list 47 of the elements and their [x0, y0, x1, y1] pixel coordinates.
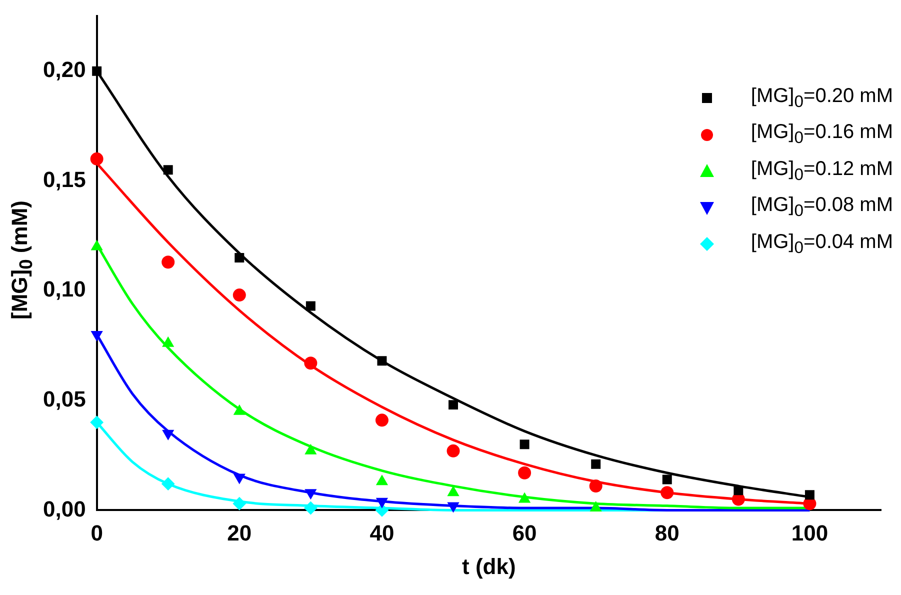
y-tick-label: 0,10: [42, 276, 86, 302]
point: [234, 474, 246, 484]
x-tick-label: 60: [512, 520, 537, 546]
point: [234, 252, 244, 262]
point: [90, 416, 104, 429]
point: [377, 356, 387, 366]
point: [92, 66, 102, 76]
point: [589, 480, 602, 493]
point: [162, 477, 175, 490]
x-tick-label: 0: [90, 520, 103, 546]
y-tick-label: 0,15: [42, 166, 86, 192]
legend-label: [MG]$_{0}$=0.04 mM: [750, 230, 893, 258]
point: [90, 152, 104, 166]
point: [162, 430, 174, 440]
x-tick-label: 80: [654, 520, 680, 546]
x-axis-title: t (dk): [462, 554, 516, 579]
point: [304, 356, 318, 370]
point: [446, 444, 460, 458]
x-tick-label: 100: [791, 520, 828, 546]
point: [232, 497, 246, 510]
legend-label: [MG]$_{0}$=0.12 mM: [750, 158, 893, 185]
y-tick-label: 0,05: [42, 386, 86, 412]
point: [734, 486, 744, 496]
point: [376, 498, 388, 508]
point: [304, 489, 316, 500]
point: [804, 490, 814, 500]
point: [306, 301, 316, 311]
point: [91, 240, 103, 250]
legend-label: [MG]$_{0}$=0.16 mM: [750, 121, 893, 148]
point: [518, 466, 532, 480]
x-tick-label: 40: [370, 520, 394, 546]
point: [520, 440, 530, 450]
y-tick-label: 0,20: [42, 57, 86, 82]
point: [448, 502, 459, 512]
point: [660, 486, 674, 500]
point: [448, 400, 458, 410]
point: [304, 502, 318, 515]
point: [662, 474, 672, 484]
point: [162, 256, 175, 269]
legend-label: [MG]$_{0}$=0.08 mM: [750, 194, 893, 222]
y-tick-label: 0,00: [42, 496, 86, 522]
point: [375, 414, 388, 427]
point: [591, 459, 601, 469]
legend-label: [MG]$_{0}$=0.20 mM: [750, 84, 893, 112]
x-tick-label: 20: [227, 520, 252, 546]
point: [232, 288, 246, 302]
point: [163, 165, 173, 175]
